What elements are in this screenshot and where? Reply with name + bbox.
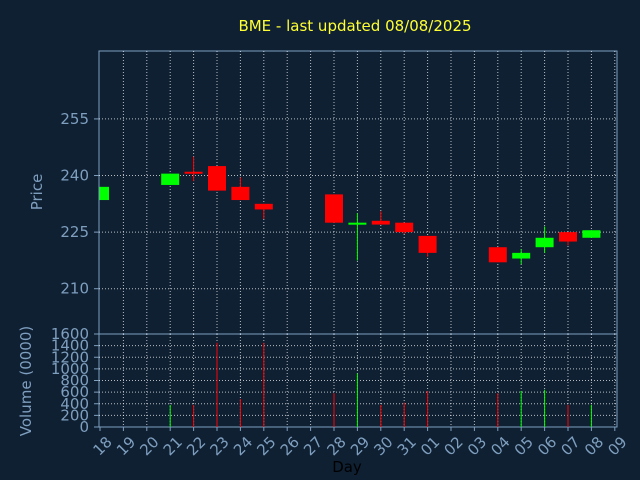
x-tick-label: 27 [300,433,326,459]
candle-body [208,166,226,191]
volume-tick-label: 200 [60,406,89,424]
price-tick-label: 225 [60,223,89,241]
candle-body [348,222,367,225]
x-tick-label: 25 [253,433,279,459]
volume-tick-label: 1200 [51,348,89,366]
volume-bars [169,342,592,427]
candle [418,235,437,257]
x-tick-label: 20 [136,433,162,459]
candle-body [395,222,414,233]
x-tick-label: 21 [160,433,186,459]
candle-body [231,186,250,201]
x-tick-label: 24 [230,433,256,459]
candle [161,173,180,185]
candles [99,156,601,265]
x-tick-label: 05 [511,433,537,459]
candle [325,194,343,223]
x-tick-label: 31 [394,433,420,459]
x-tick-label: 04 [487,433,513,459]
volume-tick-label: 1400 [51,337,89,355]
x-tick-label: 29 [347,433,373,459]
candle [582,230,601,238]
volume-tick-label: 600 [60,383,89,401]
x-tick-label: 28 [324,433,350,459]
x-axis-ticks: 1819202122232425262728293031010203040506… [90,427,631,459]
candle-body [254,203,273,210]
candle [371,211,390,225]
price-panel: 210 225 240 255 Price [28,50,618,335]
x-tick-label: 06 [534,433,560,459]
candle [512,249,531,265]
volume-tick-label: 1000 [51,360,89,378]
price-grid [99,51,617,334]
candle [559,232,577,246]
x-tick-label: 26 [277,433,303,459]
volume-tick-label: 800 [60,372,89,390]
x-tick-label: 07 [558,433,584,459]
candle-body [184,171,203,174]
price-tick-label: 210 [60,280,89,298]
candle-body [418,235,437,253]
price-y-ticks: 210 225 240 255 [60,110,99,298]
candle [184,156,203,182]
candle [99,186,109,201]
volume-grid [99,334,617,427]
candle [254,203,273,219]
x-tick-label: 08 [581,433,607,459]
candle [535,226,554,253]
candle-body [559,232,577,242]
volume-tick-label: 1600 [51,325,89,343]
candle-body [325,194,343,223]
candle-body [582,230,601,238]
x-tick-label: 01 [417,433,443,459]
candle-body [535,237,554,248]
candle-body [371,220,390,225]
price-axis-label: Price [28,174,46,211]
volume-tick-label: 400 [60,395,89,413]
chart-title: BME - last updated 08/08/2025 [238,17,471,35]
candle [348,213,367,261]
x-tick-label: 02 [441,433,467,459]
x-tick-label: 03 [464,433,490,459]
candle-body [100,186,109,201]
x-tick-label: 09 [604,433,630,459]
volume-tick-label: 0 [79,418,89,436]
x-tick-label: 18 [90,433,116,459]
candle [231,177,250,201]
price-tick-label: 255 [60,110,89,128]
x-axis-label: Day [332,458,362,476]
candle-body [161,173,180,185]
price-tick-label: 240 [60,167,89,185]
volume-axis-label: Volume (0000) [17,326,35,436]
candle [488,247,507,263]
x-tick-label: 30 [370,433,396,459]
candle [395,222,414,235]
x-tick-label: 23 [207,433,233,459]
x-tick-label: 19 [113,433,139,459]
candle-body [512,252,531,259]
price-plot-frame [98,50,618,335]
candle [208,166,226,191]
x-tick-label: 22 [183,433,209,459]
candle-body [488,247,507,263]
